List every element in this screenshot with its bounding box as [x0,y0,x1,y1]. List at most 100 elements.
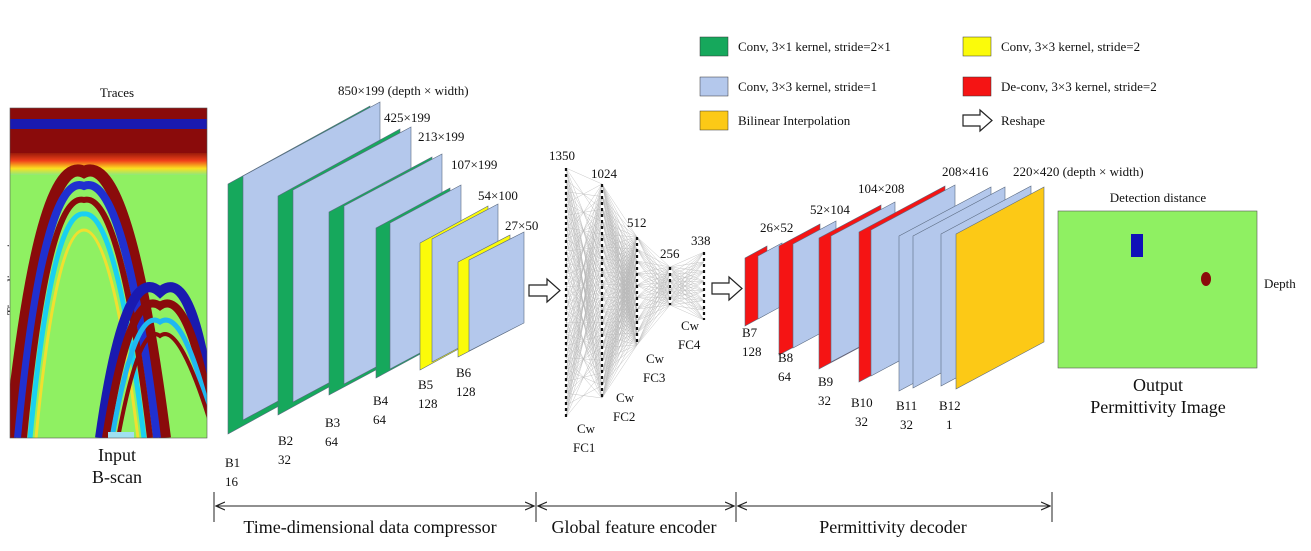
fc-connection [601,309,638,346]
fc-connection [565,274,603,336]
block-b12-channels: 1 [946,417,953,432]
object-ellipse [1201,272,1211,286]
fc-connection [636,266,671,346]
fc-connection [669,271,705,306]
fc-connection [636,260,671,268]
fc-connection [565,310,603,373]
fc-connection [636,274,671,346]
b6-slab-blue [468,231,525,352]
fc-connection [669,271,705,290]
fc-connection [636,248,671,283]
fc-connection [565,215,603,285]
block-b8-name: B8 [778,350,793,365]
fc-connection [669,261,705,268]
fc-connection [636,274,671,322]
fc-connection [601,196,638,238]
fc-connection [601,236,638,361]
fc-connection [636,260,671,275]
fc-connection [636,272,671,298]
fc-connection [669,290,705,306]
fc-connection [565,167,603,222]
fc-connection [601,221,638,262]
fc-connection [601,272,638,334]
fc-connection [601,322,638,334]
fc-size-1: 1350 [549,148,575,163]
fc-connection [601,221,638,238]
fc-size-5: 338 [691,233,711,248]
fc-connection [565,298,603,348]
fc-connection [636,297,671,346]
fc-connection [601,271,638,298]
fc-connection [636,272,671,283]
fc-connection [601,246,638,286]
output-image: Detection distance Depth Output Permitti… [1057,190,1296,417]
fc-connection [636,304,671,322]
fc-connection [601,284,638,334]
fc-connection [565,183,603,204]
fc-connection [565,215,603,248]
fc-connection [669,266,705,272]
encoder-net: 1350 1024 512 256 338 Cw FC1 Cw FC2 Cw F… [549,148,743,455]
fc-connection [669,274,705,282]
fc-connection [565,347,603,370]
fc3-label-a: Cw [646,351,665,366]
fc-connection [669,271,705,275]
fc3-label-b: FC3 [643,370,665,385]
fc-connection [565,309,603,335]
fc-connection [565,334,603,418]
block-b3-channels: 64 [325,434,339,449]
fc-connection [601,246,638,310]
fc-connection [601,284,638,322]
fc-connection [565,183,603,311]
fc-connection [669,304,705,321]
reshape-arrow-2-icon [711,275,743,302]
fc-connection [636,274,671,334]
fc-connection [601,209,638,262]
fc-connection [565,345,603,373]
fc-connection [565,227,603,273]
section-label-decoder: Permittivity decoder [819,517,966,537]
fc-connection [636,297,671,334]
fc-connection [601,284,638,346]
fc-connection [636,282,671,322]
object-rectangle [1131,234,1143,257]
fc-connection [601,236,638,273]
fc-connection [565,179,603,210]
fc-connection [601,271,638,274]
fc-connection [601,308,638,399]
fc-connection [636,236,671,268]
block-b10-channels: 32 [855,414,868,429]
fc-connection [565,183,603,418]
dec-dim-4: 208×416 [942,164,989,179]
fc-connection [601,246,638,298]
fc-connection [601,284,638,298]
fc-connection [636,260,671,283]
block-b4-channels: 64 [373,412,387,427]
b7-slab-blue [757,242,783,320]
input-bscan: Traces Time dimension Input B-scan [4,85,208,487]
fc-connection [636,289,671,346]
fc-connection [601,236,638,348]
fc-connection [636,284,671,290]
fc-connection [601,234,638,238]
permittivity-field [1057,210,1258,369]
fc-connection [601,297,638,346]
fc-connection [601,209,638,250]
fc-connection [601,234,638,262]
comp-dim-4: 107×199 [451,157,497,172]
compressor-slabs [227,101,525,435]
fc-size-2: 1024 [591,166,618,181]
fc-connection [601,234,638,250]
block-b6-name: B6 [456,365,472,380]
depth-label: Depth [1264,276,1296,291]
fc-connection [601,284,638,399]
fc-connection [565,183,603,240]
fc-connection [601,246,638,262]
block-b1-name: B1 [225,455,240,470]
fc-connection [601,248,638,399]
block-b6-channels: 128 [456,384,476,399]
fc-connection [601,236,638,285]
fc-connection [636,248,671,275]
fc-connection [636,248,671,268]
fc-connection [636,282,671,346]
